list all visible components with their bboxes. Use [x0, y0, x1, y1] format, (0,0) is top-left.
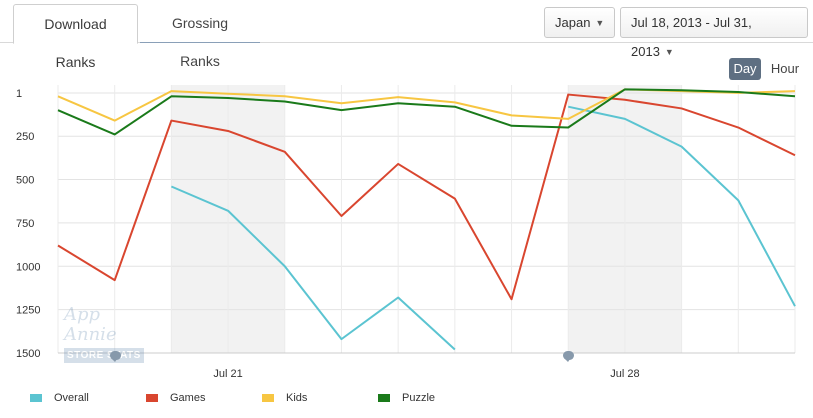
- legend-games[interactable]: Games: [146, 392, 205, 406]
- chevron-down-icon: ▼: [595, 18, 605, 28]
- legend-label-games: Games: [170, 392, 206, 405]
- y-tick-label: 1: [16, 88, 22, 100]
- country-dropdown[interactable]: Japan ▼: [544, 7, 615, 38]
- comment-icon[interactable]: [110, 351, 121, 362]
- chevron-down-icon: ▼: [664, 47, 674, 57]
- legend-puzzle[interactable]: Puzzle: [378, 392, 435, 406]
- series-line-overall: [170, 185, 456, 351]
- country-dropdown-label: Japan: [555, 15, 591, 30]
- y-tick-label: 750: [16, 218, 34, 230]
- granularity-hour-button[interactable]: Hour: [770, 61, 800, 76]
- y-tick-label: 500: [16, 175, 34, 187]
- legend-swatch-puzzle: [378, 394, 390, 403]
- tabs-divider: [0, 42, 813, 43]
- tab-download-ranks[interactable]: Download Ranks: [13, 4, 138, 70]
- y-tick-label: 1250: [16, 305, 40, 317]
- series-line-puzzle: [57, 88, 796, 136]
- series-line-overall: [568, 105, 796, 307]
- legend-kids[interactable]: Kids: [262, 392, 307, 406]
- comment-icon[interactable]: [563, 351, 574, 362]
- y-tick-label: 250: [16, 131, 34, 143]
- y-tick-label: 1000: [16, 261, 40, 273]
- x-tick-label: Jul 28: [610, 368, 639, 380]
- rank-tabs: Download Ranks Grossing Ranks: [0, 0, 813, 70]
- date-range-dropdown[interactable]: Jul 18, 2013 - Jul 31, 2013 ▼: [620, 7, 808, 59]
- series-line-games: [57, 93, 796, 301]
- legend-swatch-kids: [262, 394, 274, 403]
- legend-label-overall: Overall: [54, 392, 89, 405]
- legend-label-kids: Kids: [286, 392, 308, 405]
- legend-label-puzzle: Puzzle: [402, 392, 436, 405]
- legend-swatch-overall: [30, 394, 42, 403]
- tab-grossing-ranks[interactable]: Grossing Ranks: [140, 4, 260, 69]
- y-tick-label: 1500: [16, 348, 40, 360]
- legend-swatch-games: [146, 394, 158, 403]
- granularity-day-button[interactable]: Day: [729, 58, 761, 80]
- x-tick-label: Jul 21: [213, 368, 242, 380]
- date-range-label: Jul 18, 2013 - Jul 31, 2013: [631, 15, 752, 59]
- legend-overall[interactable]: Overall: [30, 392, 89, 406]
